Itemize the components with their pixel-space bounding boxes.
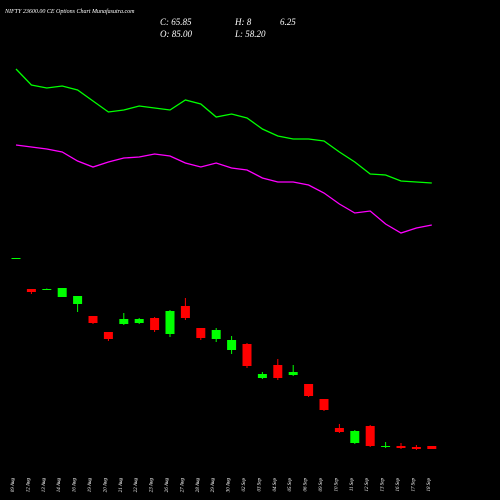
candle-body [273, 365, 283, 378]
x-tick-label: 10 Sep [334, 478, 339, 492]
candle-body [227, 340, 237, 350]
candle-body [334, 428, 344, 432]
chart-title: NIFTY 23600.00 CE Options Chart Munafasu… [4, 8, 135, 15]
candle-body [165, 311, 175, 334]
candle-body [26, 289, 36, 292]
candle-body [288, 372, 298, 375]
x-tick-label: 30 Aug [227, 478, 232, 493]
candle-body [57, 288, 67, 297]
candle-body [381, 446, 391, 447]
x-tick-label: 09 Aug [11, 478, 16, 493]
x-tick-label: 17 Sep [411, 478, 416, 492]
candle-body [134, 319, 144, 323]
candle-body [396, 446, 406, 448]
candle-body [42, 289, 52, 290]
x-tick-label: 03 Sep [257, 478, 262, 492]
candle-body [319, 399, 329, 410]
candle-body [304, 384, 314, 396]
x-tick-label: 16 Sep [396, 478, 401, 492]
candle-body [350, 431, 360, 443]
candle-body [427, 446, 437, 449]
candle-body [73, 296, 83, 304]
x-tick-label: 28 Aug [196, 478, 201, 493]
x-tick-label: 12 Sep [365, 478, 370, 492]
x-tick-label: 02 Sep [242, 478, 247, 492]
x-tick-label: 11 Sep [350, 478, 355, 492]
x-tick-label: 23 Aug [150, 478, 155, 493]
ohlc-info: 6.25 [280, 17, 296, 27]
x-tick-label: 14 Aug [57, 478, 62, 493]
candle-body [257, 374, 267, 378]
x-tick-label: 09 Sep [319, 478, 324, 492]
x-tick-label: 29 Aug [211, 478, 216, 493]
candle-body [119, 319, 129, 324]
candle-body [150, 318, 160, 330]
candle-body [88, 316, 98, 323]
candle-body [211, 330, 221, 339]
ohlc-info: O: 85.00 [160, 29, 192, 39]
x-tick-label: 26 Aug [165, 478, 170, 493]
candle-body [196, 328, 206, 338]
candle-body [11, 258, 21, 259]
candle-body [180, 306, 190, 318]
x-tick-label: 12 Aug [26, 478, 31, 493]
x-tick-label: 04 Sep [273, 478, 278, 492]
x-tick-label: 22 Aug [134, 478, 139, 493]
ohlc-info: L: 58.20 [234, 29, 266, 39]
x-tick-label: 16 Aug [73, 478, 78, 493]
x-tick-label: 20 Aug [103, 478, 108, 493]
candle-body [103, 332, 113, 339]
x-tick-label: 21 Aug [119, 478, 124, 493]
x-tick-label: 27 Aug [180, 478, 185, 493]
ohlc-info: C: 65.85 [160, 17, 192, 27]
x-tick-label: 13 Aug [42, 478, 47, 493]
x-tick-label: 19 Aug [88, 478, 93, 493]
candle-body [411, 447, 421, 449]
line [15, 144, 432, 234]
x-tick-label: 13 Sep [381, 478, 386, 492]
candle-body [365, 426, 375, 446]
x-tick-label: 06 Sep [304, 478, 309, 492]
x-tick-label: 05 Sep [288, 478, 293, 492]
x-tick-label: 18 Sep [427, 478, 432, 492]
ohlc-info: H: 8 [234, 17, 252, 27]
line [15, 68, 432, 184]
candle-body [242, 344, 252, 366]
